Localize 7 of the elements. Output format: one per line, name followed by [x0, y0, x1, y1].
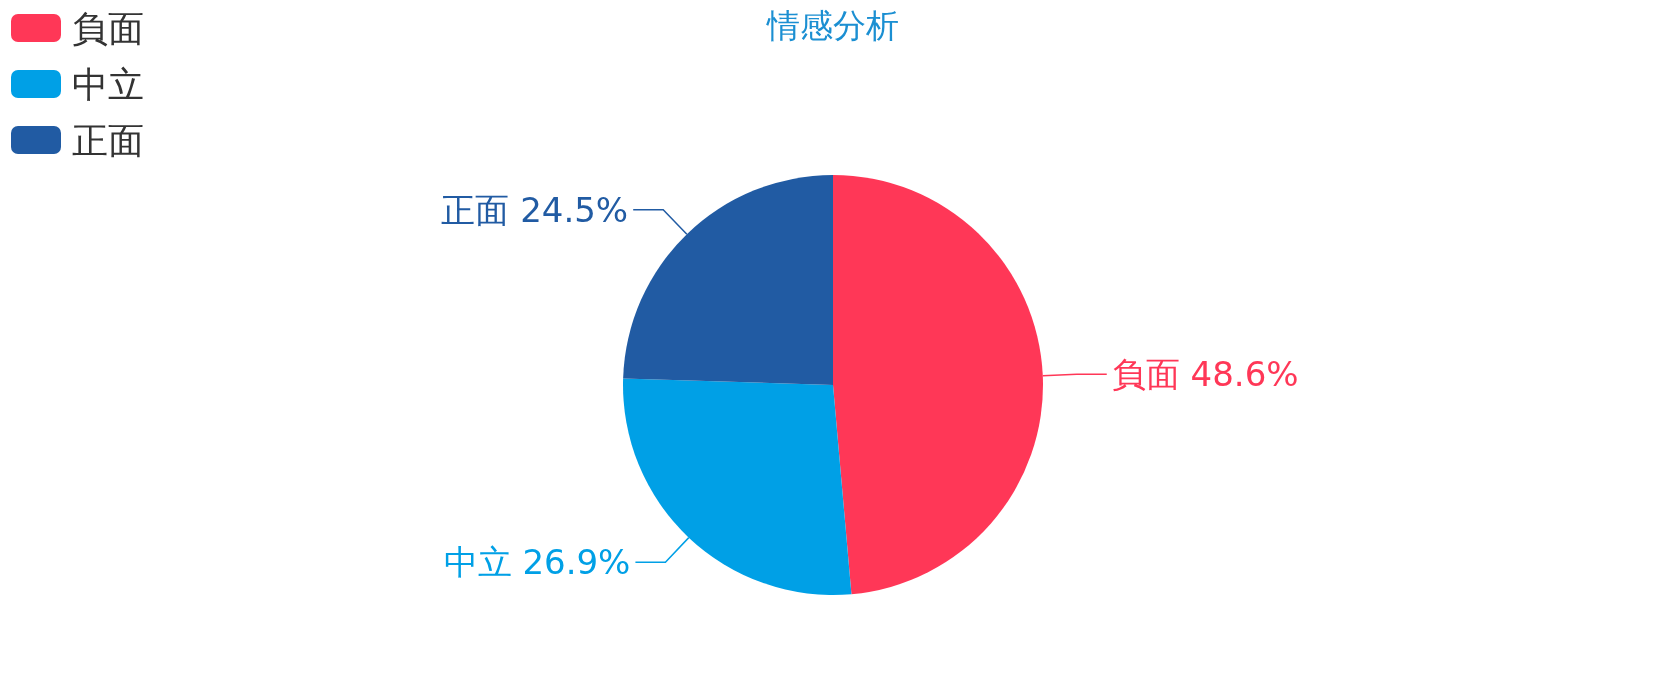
category-label: 負面 48.6%	[1111, 354, 1299, 395]
legend-label: 中立	[72, 63, 144, 105]
category-label: 正面 24.5%	[441, 189, 629, 230]
legend-label: 負面	[72, 7, 144, 49]
legend-label: 正面	[72, 119, 144, 161]
category-label: 中立 26.9%	[443, 542, 631, 583]
chart-title: 情感分析	[766, 5, 899, 45]
